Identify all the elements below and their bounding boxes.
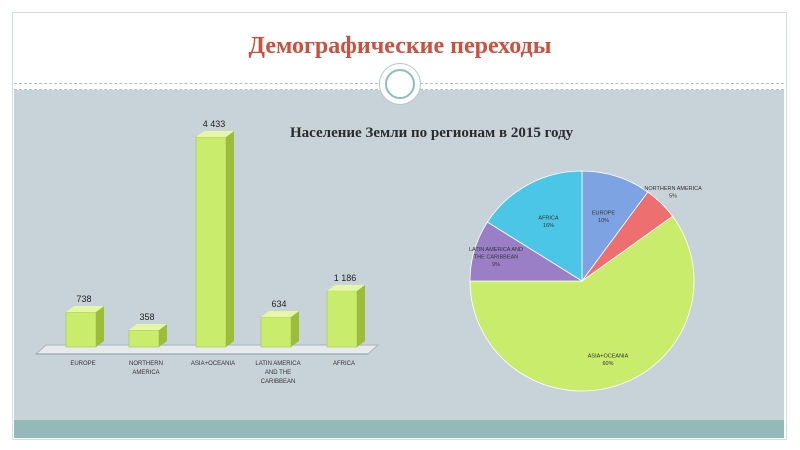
- pie-chart-title: Население Земли по регионам в 2015 году: [290, 125, 574, 141]
- bar-1-value-label: 358: [139, 312, 154, 322]
- bar-2-front: [195, 136, 227, 348]
- bar-1-top: [129, 324, 167, 331]
- divider-ring-ornament: [379, 63, 421, 105]
- bar-3-front: [260, 316, 292, 348]
- bar-chart: 738 EUROPE 358 NORTHERN AMERICA 4 433 ASIA+OCE…: [34, 119, 380, 385]
- pie-slice-3-label: LATIN AMERICA AND: [469, 247, 523, 253]
- bar-1-side: [159, 324, 167, 347]
- pie-slice-1-label: 5%: [669, 193, 677, 199]
- bar-2-category-label: ASIA+OCEANIA: [191, 361, 235, 367]
- pie-slice-2-label: ASIA+OCEANIA: [588, 354, 629, 360]
- pie-slice-4-label: AFRICA: [538, 216, 559, 222]
- bar-1-front: [128, 329, 160, 348]
- pie-slice-4: [486, 170, 583, 282]
- pie-slice-3-label: THE CARIBBEAN: [474, 254, 518, 260]
- bar-1-category-label: AMERICA: [132, 370, 159, 376]
- bar-3-category-label: AND THE: [265, 370, 291, 376]
- bar-4-category-label: AFRICA: [333, 361, 355, 367]
- bar-0-top: [66, 306, 104, 313]
- pie-slice-0-label: 10%: [598, 218, 609, 224]
- pie-slice-2-label: 60%: [602, 361, 613, 367]
- bar-4-side: [357, 284, 365, 347]
- bar-1-category-label: NORTHERN: [129, 361, 163, 367]
- bar-4-top: [327, 284, 365, 291]
- bar-0-side: [96, 306, 104, 347]
- bar-2-side: [226, 131, 234, 347]
- bar-0-value-label: 738: [76, 294, 91, 304]
- bar-4-value-label: 1 186: [334, 273, 357, 283]
- bar-3-category-label: CARIBBEAN: [261, 379, 296, 385]
- bar-3-value-label: 634: [271, 299, 286, 309]
- bar-2-value-label: 4 433: [203, 119, 226, 129]
- bar-0-category-label: EUROPE: [70, 361, 95, 367]
- pie-slice-3-label: 9%: [492, 262, 500, 268]
- bar-3-side: [291, 310, 299, 347]
- bar-3-category-label: LATIN AMERICA: [255, 361, 300, 367]
- slide-title: Демографические переходы: [248, 33, 552, 59]
- pie-slice-4-label: 16%: [543, 223, 554, 229]
- pie-slice-2: [469, 215, 695, 392]
- pie-slice-1-label: NORTHERN AMERICA: [644, 186, 702, 192]
- bar-3-top: [261, 310, 299, 317]
- bar-4-front: [326, 290, 358, 348]
- bar-0-front: [65, 311, 97, 348]
- divider-ring-inner: [385, 69, 415, 99]
- bottom-bar: [14, 420, 784, 438]
- pie-slice-0-label: EUROPE: [592, 210, 616, 216]
- bar-2-top: [196, 131, 234, 137]
